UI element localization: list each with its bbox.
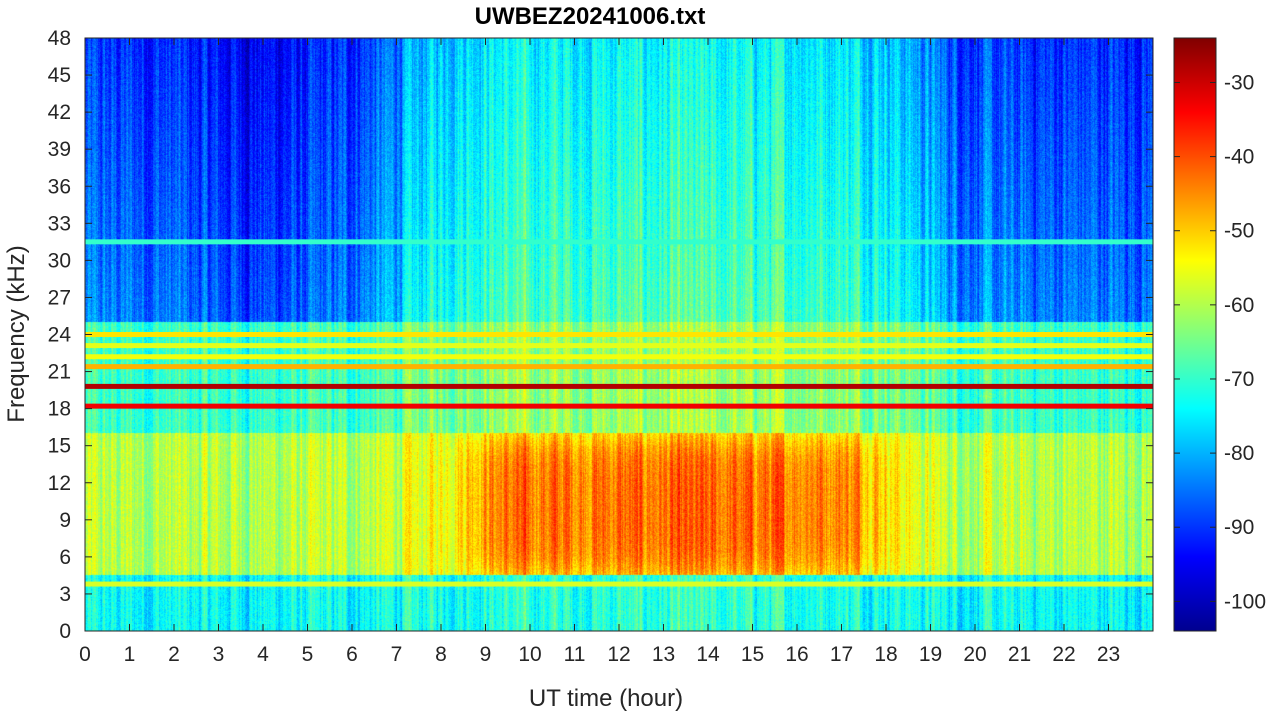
x-tick-label: 12 <box>607 643 630 666</box>
colorbar-tick-label: -30 <box>1224 71 1254 94</box>
x-tick-label: 2 <box>168 643 180 666</box>
narrowband-line <box>85 354 1153 360</box>
x-axis: 0 1 2 3 4 5 6 7 8 9 10 11 12 13 14 15 16 17 18 19 20 21 22 23 <box>79 38 1120 666</box>
y-tick-label: 18 <box>48 398 71 421</box>
x-tick-label: 20 <box>963 643 986 666</box>
y-tick-label: 24 <box>48 324 72 347</box>
colorbar-tick-label: -80 <box>1224 442 1254 465</box>
x-tick-label: 22 <box>1052 643 1075 666</box>
colorbar-gradient <box>1173 37 1217 632</box>
narrowband-line <box>85 383 1153 389</box>
y-tick-label: 36 <box>48 175 71 198</box>
y-tick-label: 27 <box>48 286 71 309</box>
x-tick-label: 18 <box>874 643 897 666</box>
y-tick-label: 30 <box>48 249 71 272</box>
y-tick-label: 12 <box>48 472 71 495</box>
x-tick-label: 21 <box>1008 643 1031 666</box>
x-tick-label: 4 <box>257 643 269 666</box>
narrowband-line <box>85 239 1153 245</box>
x-tick-label: 7 <box>391 643 403 666</box>
y-tick-label: 0 <box>59 620 71 643</box>
x-tick-label: 23 <box>1097 643 1120 666</box>
x-tick-label: 13 <box>652 643 675 666</box>
y-tick-label: 9 <box>59 509 71 532</box>
x-tick-label: 11 <box>564 643 586 666</box>
narrowband-line <box>85 343 1153 349</box>
x-tick-label: 0 <box>79 643 91 666</box>
x-tick-label: 16 <box>785 643 808 666</box>
x-tick-label: 5 <box>302 643 314 666</box>
x-tick-label: 6 <box>346 643 358 666</box>
y-tick-label: 3 <box>59 583 71 606</box>
narrowband-line <box>85 364 1153 370</box>
y-tick-label: 15 <box>48 435 71 458</box>
narrowband-line <box>85 403 1153 409</box>
narrowband-line <box>85 581 1153 587</box>
colorbar-tick-label: -60 <box>1224 294 1254 317</box>
x-axis-label: UT time (hour) <box>529 685 683 712</box>
y-tick-label: 33 <box>48 212 71 235</box>
colorbar-tick-label: -100 <box>1224 590 1266 613</box>
colorbar-tick-label: -70 <box>1224 368 1254 391</box>
y-axis-label: Frequency (kHz) <box>3 245 30 422</box>
colorbar-tick-label: -50 <box>1224 220 1254 243</box>
y-tick-label: 21 <box>48 361 71 384</box>
plot-area <box>84 37 1154 632</box>
x-tick-label: 1 <box>124 643 136 666</box>
colorbar-tick-label: -40 <box>1224 146 1254 169</box>
y-tick-label: 39 <box>48 138 71 161</box>
x-tick-label: 19 <box>919 643 942 666</box>
x-tick-label: 15 <box>741 643 764 666</box>
y-tick-label: 48 <box>48 27 71 50</box>
chart-title: UWBEZ20241006.txt <box>475 3 706 30</box>
y-tick-label: 45 <box>48 64 71 87</box>
colorbar-ticks: -30 -40 -50 -60 -70 -80 -90 -100 <box>1174 71 1266 613</box>
x-tick-label: 10 <box>518 643 541 666</box>
x-tick-label: 9 <box>480 643 492 666</box>
y-tick-label: 6 <box>59 546 71 569</box>
x-tick-label: 14 <box>696 643 720 666</box>
narrowband-line <box>85 332 1153 337</box>
x-tick-label: 8 <box>435 643 447 666</box>
y-tick-label: 42 <box>48 101 71 124</box>
x-tick-label: 17 <box>830 643 853 666</box>
x-tick-label: 3 <box>213 643 225 666</box>
colorbar-tick-label: -90 <box>1224 516 1254 539</box>
colorbar: -30 -40 -50 -60 -70 -80 -90 -100 <box>1173 37 1266 632</box>
